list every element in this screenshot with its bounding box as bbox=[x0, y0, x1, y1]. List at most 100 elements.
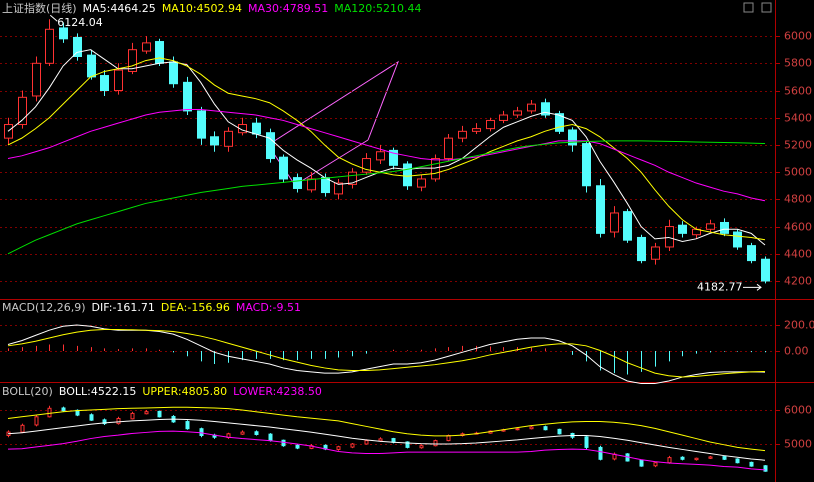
legend-entry: BOLL(20) bbox=[2, 385, 53, 398]
mini-candle-body bbox=[281, 439, 286, 447]
mini-candle-body bbox=[295, 444, 300, 449]
mini-candle-body bbox=[433, 440, 438, 447]
legend-entry: BOLL:4522.15 bbox=[59, 385, 136, 398]
mini-candle-body bbox=[350, 443, 355, 448]
candle-body bbox=[307, 178, 316, 191]
mini-candle-body bbox=[240, 431, 245, 435]
mini-candle-body bbox=[584, 436, 589, 448]
candle-body bbox=[403, 163, 412, 187]
y-tick-label: 4600 bbox=[784, 221, 812, 234]
max-label: 6124.04 bbox=[57, 16, 103, 29]
mini-candle-body bbox=[47, 407, 52, 418]
mini-candle-body bbox=[419, 445, 424, 449]
mini-candle-body bbox=[694, 457, 699, 461]
candle-body bbox=[362, 158, 371, 173]
line bbox=[7, 140, 766, 255]
legend-entry: MA120:5210.44 bbox=[334, 2, 421, 15]
candle-body bbox=[334, 182, 343, 195]
mini-candle-body bbox=[735, 458, 740, 464]
y-tick-label: 5200 bbox=[784, 139, 812, 152]
candle-body bbox=[279, 156, 288, 180]
mini-candle-body bbox=[667, 457, 672, 464]
mini-candle-body bbox=[20, 424, 25, 433]
candle-body bbox=[389, 149, 398, 166]
legend-entry: 上证指数(日线) bbox=[2, 1, 77, 15]
candle-body bbox=[252, 122, 261, 135]
candle-body bbox=[32, 62, 41, 97]
y-tick-label: 6000 bbox=[784, 404, 812, 417]
mini-candle-body bbox=[763, 465, 768, 472]
mini-candle-body bbox=[157, 410, 162, 418]
candle-body bbox=[637, 236, 646, 262]
y-tick-label: 5600 bbox=[784, 85, 812, 98]
candle-body bbox=[224, 130, 233, 147]
mini-candle-body bbox=[749, 461, 754, 467]
candle-body bbox=[444, 137, 453, 160]
mini-candle-body bbox=[185, 421, 190, 430]
candle-body bbox=[59, 27, 68, 40]
y-tick-label: 5800 bbox=[784, 57, 812, 70]
candle-body bbox=[18, 96, 27, 126]
mini-candle-body bbox=[199, 428, 204, 436]
candle-body bbox=[142, 42, 151, 52]
legend-entry: MA5:4464.25 bbox=[83, 2, 156, 15]
candle-body bbox=[665, 226, 674, 248]
candle-body bbox=[555, 113, 564, 132]
candle-body bbox=[582, 143, 591, 187]
y-tick-label: 0.00 bbox=[784, 345, 809, 358]
candle-body bbox=[568, 129, 577, 146]
mini-candle-body bbox=[102, 419, 107, 425]
line bbox=[7, 109, 766, 202]
mini-candle-body bbox=[89, 414, 94, 421]
mini-candle-body bbox=[543, 426, 548, 431]
y-tick-label: 5000 bbox=[784, 166, 812, 179]
mini-candle-body bbox=[61, 407, 66, 412]
legend-entry: LOWER:4238.50 bbox=[233, 385, 322, 398]
candle-body bbox=[73, 36, 82, 57]
min-arrow bbox=[756, 283, 762, 291]
mini-candle-body bbox=[722, 456, 727, 460]
mini-candle-body bbox=[144, 411, 149, 415]
candle-body bbox=[499, 114, 508, 121]
candle-body bbox=[238, 124, 247, 134]
mini-candle-body bbox=[557, 428, 562, 435]
min-label: 4182.77 bbox=[697, 280, 743, 293]
mini-candle-body bbox=[336, 446, 341, 450]
mini-candle-body bbox=[529, 426, 534, 430]
window-button[interactable] bbox=[761, 2, 772, 13]
drawing-line bbox=[267, 60, 400, 146]
candle-body bbox=[513, 110, 522, 116]
mini-candle-body bbox=[680, 456, 685, 460]
candle-body bbox=[747, 245, 756, 262]
mini-candle-body bbox=[515, 428, 520, 431]
candle-body bbox=[431, 158, 440, 180]
legend-entry: MACD:-9.51 bbox=[236, 301, 301, 314]
window-button[interactable] bbox=[743, 2, 754, 13]
y-tick-label: 4400 bbox=[784, 248, 812, 261]
candle-body bbox=[486, 119, 495, 130]
candle-body bbox=[472, 128, 481, 132]
candle-body bbox=[293, 177, 302, 189]
candle-body bbox=[720, 221, 729, 234]
legend-entry: MA10:4502.94 bbox=[162, 2, 242, 15]
candle-body bbox=[733, 231, 742, 248]
candle-body bbox=[210, 136, 219, 146]
candle-body bbox=[623, 211, 632, 241]
legend-entry: DEA:-156.96 bbox=[161, 301, 230, 314]
y-tick-label: 4800 bbox=[784, 193, 812, 206]
y-tick-label: 6000 bbox=[784, 30, 812, 43]
candle-body bbox=[527, 103, 536, 112]
candle-body bbox=[183, 81, 192, 112]
legend-entry: UPPER:4805.80 bbox=[142, 385, 227, 398]
candle-body bbox=[266, 132, 275, 160]
candle-body bbox=[348, 171, 357, 185]
candle-body bbox=[376, 151, 385, 161]
y-tick-label: 4200 bbox=[784, 275, 812, 288]
legend-entry: DIF:-161.71 bbox=[92, 301, 155, 314]
line bbox=[7, 329, 766, 378]
mini-candle-body bbox=[34, 416, 39, 426]
legend-entry: MACD(12,26,9) bbox=[2, 301, 86, 314]
mini-candle-body bbox=[639, 459, 644, 467]
